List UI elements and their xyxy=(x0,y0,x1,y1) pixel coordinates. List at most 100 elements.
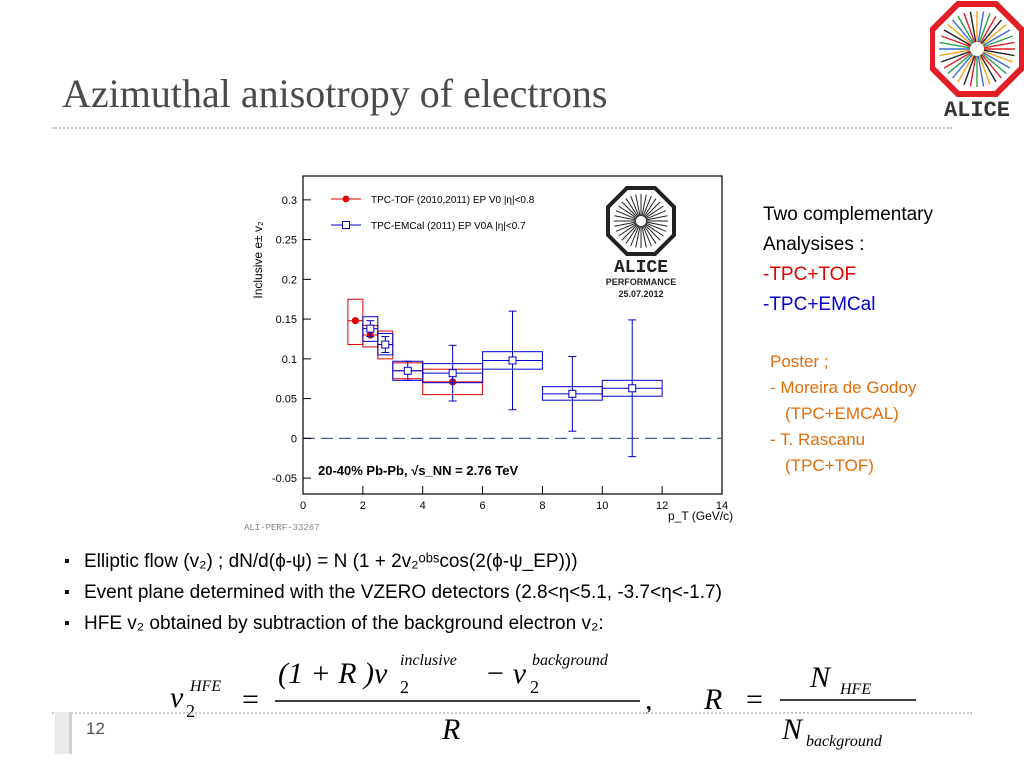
ray xyxy=(645,215,668,221)
ray xyxy=(644,201,661,218)
ray xyxy=(969,11,977,43)
x-tick-label: 12 xyxy=(656,500,668,512)
ray xyxy=(983,35,1013,48)
r-equation: R = N HFE N background xyxy=(703,661,916,750)
ray xyxy=(641,225,647,248)
title-divider xyxy=(52,127,952,129)
data-point xyxy=(508,356,517,365)
eq-v-lhs: v xyxy=(170,681,184,714)
ray xyxy=(977,55,985,87)
ray xyxy=(635,225,641,248)
ray xyxy=(630,195,640,217)
data-point xyxy=(381,340,390,349)
legend-label-tof: TPC-TOF (2010,2011) EP V0 |η|<0.8 xyxy=(371,195,535,206)
alice-performance-logo: ALICE PERFORMANCE 25.07.2012 xyxy=(606,186,676,299)
ray xyxy=(643,198,657,218)
bullet-event-plane: Event plane determined with the VZERO de… xyxy=(62,577,722,608)
poster-notes: Poster ; - Moreira de Godoy (TPC+EMCAL) … xyxy=(770,349,916,479)
ray xyxy=(983,50,1013,63)
x-tick-label: 4 xyxy=(420,500,426,512)
ray xyxy=(963,13,976,43)
ray xyxy=(977,11,985,43)
eq-comma: , xyxy=(645,683,653,716)
ray xyxy=(645,222,667,232)
analyses-line-2: Analysises : xyxy=(763,234,865,255)
x-axis-ticks: 0 2 4 6 8 10 12 14 xyxy=(300,486,728,512)
ray xyxy=(982,51,1011,69)
ray xyxy=(618,205,638,219)
ray xyxy=(943,29,972,47)
ray xyxy=(957,54,975,83)
eq-r-lhs: R xyxy=(703,683,722,716)
x-tick-label: 8 xyxy=(539,500,545,512)
x-tick-label: 10 xyxy=(596,500,608,512)
y-tick-label: 0.1 xyxy=(282,354,297,366)
eq-r-den: N xyxy=(781,713,804,746)
page-marker xyxy=(55,712,72,754)
legend-label-emcal: TPC-EMCal (2011) EP V0A |η|<0.7 xyxy=(371,221,526,232)
poster-line-2: (TPC+EMCAL) xyxy=(785,404,899,423)
ray xyxy=(978,13,991,43)
collision-annotation: 20-40% Pb-Pb, √s_NN = 2.76 TeV xyxy=(318,463,519,478)
performance-date: 25.07.2012 xyxy=(618,289,663,299)
ray xyxy=(981,24,1007,46)
eq-denominator: R xyxy=(441,713,460,745)
ray xyxy=(630,225,640,247)
analyses-line-1: Two complementary xyxy=(763,204,934,225)
poster-line-4: (TPC+TOF) xyxy=(785,456,874,475)
eq-r-num: N xyxy=(809,661,832,694)
ray xyxy=(621,224,638,241)
ray xyxy=(947,52,973,74)
analyses-notes: Two complementary Analysises : -TPC+TOF … xyxy=(763,200,933,320)
slide-title: Azimuthal anisotropy of electrons xyxy=(62,71,608,116)
ray xyxy=(625,224,639,244)
eq-minus-v: − v xyxy=(485,657,527,690)
eq-r-equals: = xyxy=(746,683,763,716)
eq-numerator: (1 + R )v xyxy=(278,657,388,690)
ray xyxy=(952,19,974,45)
alice-logo-center xyxy=(971,43,983,55)
ray xyxy=(642,225,652,247)
eq-minus-sup: background xyxy=(532,652,609,669)
ray xyxy=(625,198,639,218)
analysis-emcal: -TPC+EMCal xyxy=(763,294,876,315)
ray xyxy=(983,41,1015,49)
poster-line-3: - T. Rascanu xyxy=(770,430,866,449)
ray xyxy=(980,19,1002,45)
performance-rays xyxy=(614,194,668,248)
x-tick-label: 6 xyxy=(480,500,486,512)
x-tick-label: 2 xyxy=(360,500,366,512)
eq-v-lhs-sub: 2 xyxy=(186,701,195,721)
ray xyxy=(979,54,997,83)
y-tick-label: 0.15 xyxy=(276,314,297,326)
data-point xyxy=(403,366,412,375)
analysis-tof: -TPC+TOF xyxy=(763,264,857,285)
ray xyxy=(983,49,1015,57)
eq-r-num-sub: HFE xyxy=(839,681,871,698)
ray xyxy=(969,55,977,87)
ray xyxy=(614,221,637,227)
data-point xyxy=(628,384,637,393)
ray xyxy=(952,53,974,79)
series-1 xyxy=(362,310,663,458)
plot-frame xyxy=(302,175,723,495)
ray xyxy=(941,35,971,48)
performance-alice-text: ALICE xyxy=(614,258,668,278)
ray xyxy=(621,201,638,218)
ray xyxy=(982,29,1011,47)
y-tick-label: 0.3 xyxy=(282,195,297,207)
page-number: 12 xyxy=(86,719,105,738)
alice-logo-rays xyxy=(939,11,1015,87)
ray xyxy=(978,55,991,85)
y-axis-label: Inclusive e± v₂ xyxy=(251,221,265,299)
y-tick-label: 0 xyxy=(291,433,297,445)
data-point xyxy=(366,324,375,333)
figure-id: ALI-PERF-33267 xyxy=(244,523,320,533)
y-tick-label: 0.25 xyxy=(276,235,297,247)
ray xyxy=(635,194,641,217)
ray xyxy=(618,223,638,237)
data-point xyxy=(448,369,457,378)
x-axis-label: p_T (GeV/c) xyxy=(668,509,733,523)
y-tick-label: 0.2 xyxy=(282,274,297,286)
